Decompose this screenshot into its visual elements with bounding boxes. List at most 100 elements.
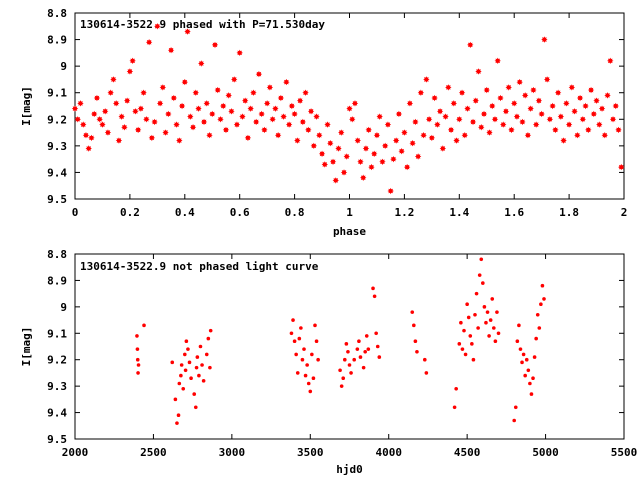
phased-data-point bbox=[200, 118, 208, 126]
phased-data-point bbox=[82, 132, 90, 139]
phased-data-point bbox=[472, 97, 479, 104]
unphased-data-point bbox=[466, 315, 471, 320]
unphased-data-point bbox=[482, 305, 487, 309]
phased-data-point bbox=[557, 113, 565, 120]
phased-data-point bbox=[250, 89, 257, 96]
unphased-data-point bbox=[490, 297, 495, 301]
phased-data-point bbox=[143, 116, 150, 123]
unphased-y-tick-label: 8.8 bbox=[47, 248, 67, 261]
unphased-data-point bbox=[363, 349, 367, 354]
unphased-plot-frame bbox=[74, 253, 625, 440]
phased-data-point bbox=[299, 118, 307, 126]
phased-data-point bbox=[156, 100, 164, 107]
unphased-data-point bbox=[200, 363, 204, 367]
phased-data-point bbox=[192, 89, 199, 96]
phased-data-point bbox=[552, 126, 559, 134]
unphased-data-point bbox=[175, 421, 179, 425]
unphased-data-point bbox=[534, 336, 538, 341]
phased-data-point bbox=[258, 110, 265, 118]
phased-data-point bbox=[126, 68, 134, 75]
phased-data-point bbox=[222, 126, 230, 134]
unphased-data-point bbox=[513, 405, 518, 410]
unphased-x-axis-label: hjd0 bbox=[336, 463, 363, 476]
phased-data-point bbox=[285, 121, 293, 128]
phased-data-points bbox=[71, 23, 625, 195]
phased-data-point bbox=[244, 134, 252, 142]
phased-data-point bbox=[527, 105, 534, 112]
unphased-y-ticks: 8.8 8.9 9 9.1 9.2 9.3 9.4 9.5 bbox=[47, 248, 624, 446]
phased-data-point bbox=[491, 116, 499, 123]
phased-data-point bbox=[576, 94, 584, 102]
phased-data-point bbox=[425, 116, 433, 123]
phased-data-point bbox=[137, 105, 145, 112]
phased-data-point bbox=[162, 129, 169, 136]
unphased-data-point bbox=[183, 352, 187, 357]
phased-data-point bbox=[612, 102, 619, 110]
phased-data-point bbox=[302, 89, 309, 96]
phased-data-point bbox=[335, 145, 342, 152]
phased-data-point bbox=[436, 108, 444, 115]
unphased-data-point bbox=[366, 347, 371, 351]
unphased-data-point bbox=[135, 334, 139, 338]
unphased-data-point bbox=[512, 418, 516, 423]
phased-data-point bbox=[178, 102, 186, 110]
phased-data-point bbox=[357, 158, 364, 165]
phased-data-point bbox=[579, 116, 587, 123]
phased-data-point bbox=[401, 129, 408, 136]
unphased-data-point bbox=[339, 384, 344, 388]
phased-y-tick-label: 8.9 bbox=[47, 34, 67, 47]
phased-data-point bbox=[387, 187, 394, 195]
unphased-data-point bbox=[540, 283, 545, 288]
phased-y-tick-label: 9.2 bbox=[47, 113, 67, 126]
unphased-data-point bbox=[537, 326, 542, 330]
phased-data-point bbox=[390, 155, 397, 163]
unphased-data-point bbox=[177, 381, 182, 386]
phased-data-point bbox=[467, 41, 474, 49]
phased-data-point bbox=[554, 89, 562, 96]
unphased-data-point bbox=[465, 302, 469, 307]
phased-data-point bbox=[110, 76, 117, 83]
unphased-data-point bbox=[341, 376, 346, 381]
unphased-x-tick-label: 5000 bbox=[532, 446, 559, 459]
unphased-x-tick-label: 4500 bbox=[454, 446, 481, 459]
unphased-data-point bbox=[184, 339, 189, 344]
phased-data-point bbox=[209, 110, 216, 118]
unphased-data-point bbox=[529, 392, 534, 396]
unphased-data-point bbox=[342, 357, 347, 362]
phased-data-point bbox=[274, 132, 282, 139]
unphased-data-point bbox=[308, 389, 313, 394]
unphased-data-point bbox=[314, 339, 319, 344]
unphased-data-point bbox=[173, 397, 178, 402]
phased-data-point bbox=[214, 86, 221, 94]
phased-data-point bbox=[480, 110, 488, 118]
phased-data-point bbox=[508, 126, 515, 134]
phased-data-point bbox=[99, 121, 106, 128]
unphased-data-point bbox=[422, 357, 427, 362]
unphased-data-point bbox=[192, 392, 197, 396]
phased-data-point bbox=[392, 137, 400, 144]
phased-data-point bbox=[104, 129, 112, 136]
phased-data-point bbox=[91, 110, 98, 118]
phased-data-point bbox=[88, 134, 95, 142]
unphased-data-point bbox=[452, 405, 457, 410]
phased-data-point bbox=[543, 76, 551, 83]
unphased-data-point bbox=[142, 323, 146, 328]
phased-data-point bbox=[327, 140, 334, 147]
phased-data-point bbox=[291, 110, 298, 118]
phased-data-point bbox=[604, 92, 611, 99]
unphased-x-tick-label: 3000 bbox=[219, 446, 246, 459]
phased-data-point bbox=[233, 121, 241, 128]
phased-data-point bbox=[442, 113, 449, 120]
phased-data-point bbox=[362, 145, 370, 152]
phased-data-point bbox=[420, 132, 427, 139]
phased-data-point bbox=[261, 126, 268, 134]
phased-x-tick-label: 0.2 bbox=[120, 206, 140, 219]
phased-data-point bbox=[511, 100, 518, 107]
phased-data-point bbox=[423, 76, 430, 83]
unphased-data-points bbox=[135, 257, 546, 425]
phased-data-point bbox=[409, 140, 416, 147]
unphased-data-point bbox=[479, 257, 484, 262]
phased-x-tick-label: 2 bbox=[621, 206, 628, 219]
unphased-light-curve-panel: 130614-3522.9 not phased light curve hjd… bbox=[20, 248, 637, 476]
phased-y-tick-label: 9.5 bbox=[47, 193, 67, 206]
